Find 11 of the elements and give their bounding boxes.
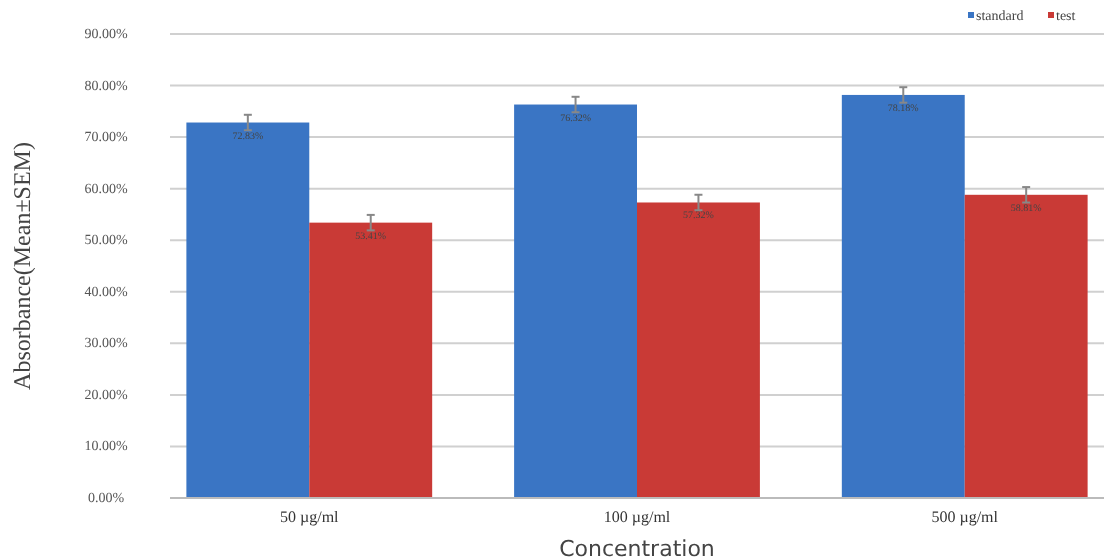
bar	[964, 194, 1088, 498]
x-tick-label: 500 µg/ml	[931, 508, 1000, 526]
bar	[841, 94, 965, 498]
bar	[309, 222, 433, 498]
y-axis-title: Absorbance(Mean±SEM)	[8, 142, 36, 390]
bar	[514, 104, 637, 498]
x-axis-title: Concentration	[559, 536, 715, 558]
bar	[637, 202, 760, 498]
bar	[186, 122, 310, 498]
x-tick-label: 100 µg/ml	[603, 508, 672, 526]
x-tick-label: 50 µg/ml	[280, 508, 341, 526]
